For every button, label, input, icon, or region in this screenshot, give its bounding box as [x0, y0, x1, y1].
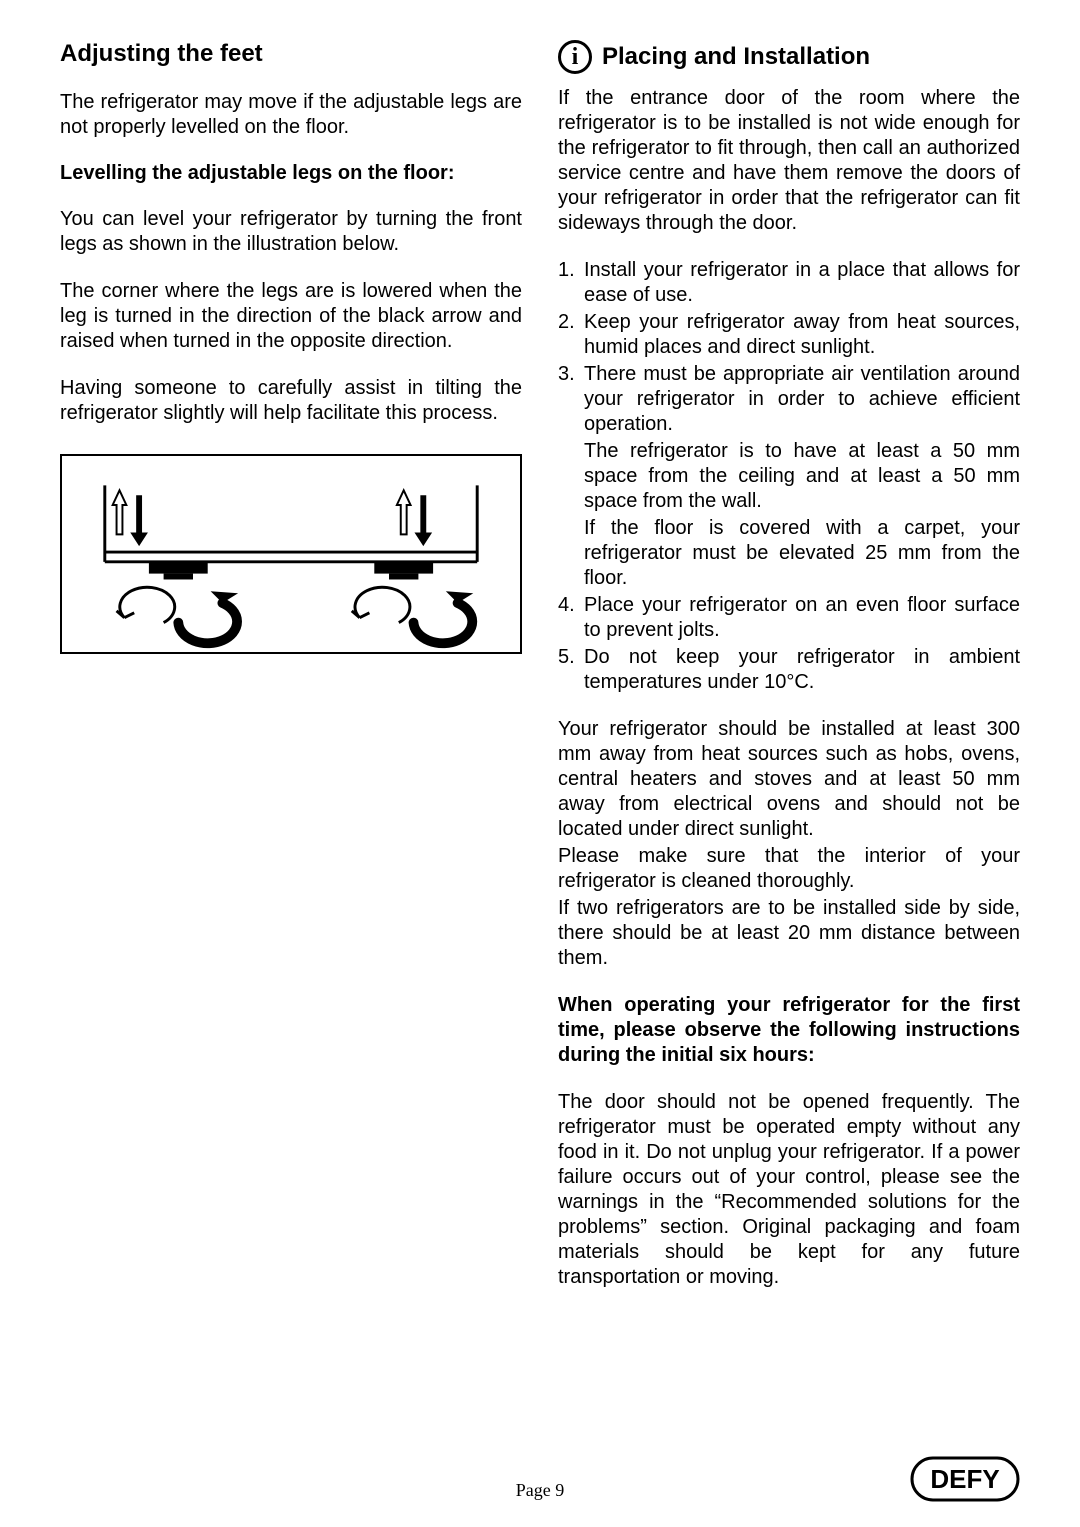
step-num: 2. — [558, 310, 584, 360]
left-p4: Having someone to carefully assist in ti… — [60, 376, 522, 426]
step-text: There must be appropriate air ventilatio… — [584, 362, 1020, 591]
defy-logo-text: DEFY — [930, 1464, 999, 1494]
left-column: Adjusting the feet The refrigerator may … — [60, 40, 522, 1290]
step-text: Keep your refrigerator away from heat so… — [584, 310, 1020, 360]
placing-installation-title: Placing and Installation — [602, 43, 870, 71]
step-4: 4. Place your refrigerator on an even fl… — [558, 593, 1020, 643]
step-1: 1. Install your refrigerator in a place … — [558, 258, 1020, 308]
left-p2: You can level your refrigerator by turni… — [60, 207, 522, 257]
defy-logo-svg: DEFY — [910, 1456, 1020, 1502]
right-after-3: If two refrigerators are to be installed… — [558, 896, 1020, 971]
levelling-diagram — [60, 454, 522, 654]
right-after-1: Your refrigerator should be installed at… — [558, 717, 1020, 842]
right-intro: If the entrance door of the room where t… — [558, 86, 1020, 236]
step-num: 4. — [558, 593, 584, 643]
step-num: 1. — [558, 258, 584, 308]
step-3-extra-2: If the floor is covered with a carpet, y… — [584, 516, 1020, 591]
right-column: i Placing and Installation If the entran… — [558, 40, 1020, 1290]
placing-installation-header: i Placing and Installation — [558, 40, 1020, 74]
step-5: 5. Do not keep your refrigerator in ambi… — [558, 645, 1020, 695]
step-text: Do not keep your refrigerator in ambient… — [584, 645, 1020, 695]
step-num: 5. — [558, 645, 584, 695]
step-num: 3. — [558, 362, 584, 591]
right-after-2: Please make sure that the interior of yo… — [558, 844, 1020, 894]
step-2: 2. Keep your refrigerator away from heat… — [558, 310, 1020, 360]
step-3-extra-1: The refrigerator is to have at least a 5… — [584, 439, 1020, 514]
defy-logo: DEFY — [910, 1456, 1020, 1507]
info-icon: i — [558, 40, 592, 74]
step-3: 3. There must be appropriate air ventila… — [558, 362, 1020, 591]
levelling-subheading: Levelling the adjustable legs on the flo… — [60, 162, 522, 185]
step-text: Install your refrigerator in a place tha… — [584, 258, 1020, 308]
installation-steps: 1. Install your refrigerator in a place … — [558, 258, 1020, 695]
first-time-heading: When operating your refrigerator for the… — [558, 993, 1020, 1068]
right-final: The door should not be opened frequently… — [558, 1090, 1020, 1290]
levelling-diagram-svg — [62, 456, 520, 652]
left-p1: The refrigerator may move if the adjusta… — [60, 90, 522, 140]
left-p3: The corner where the legs are is lowered… — [60, 279, 522, 354]
adjusting-feet-title: Adjusting the feet — [60, 40, 522, 68]
page-number: Page 9 — [516, 1480, 565, 1501]
step-text-main: There must be appropriate air ventilatio… — [584, 363, 1020, 435]
step-text: Place your refrigerator on an even floor… — [584, 593, 1020, 643]
